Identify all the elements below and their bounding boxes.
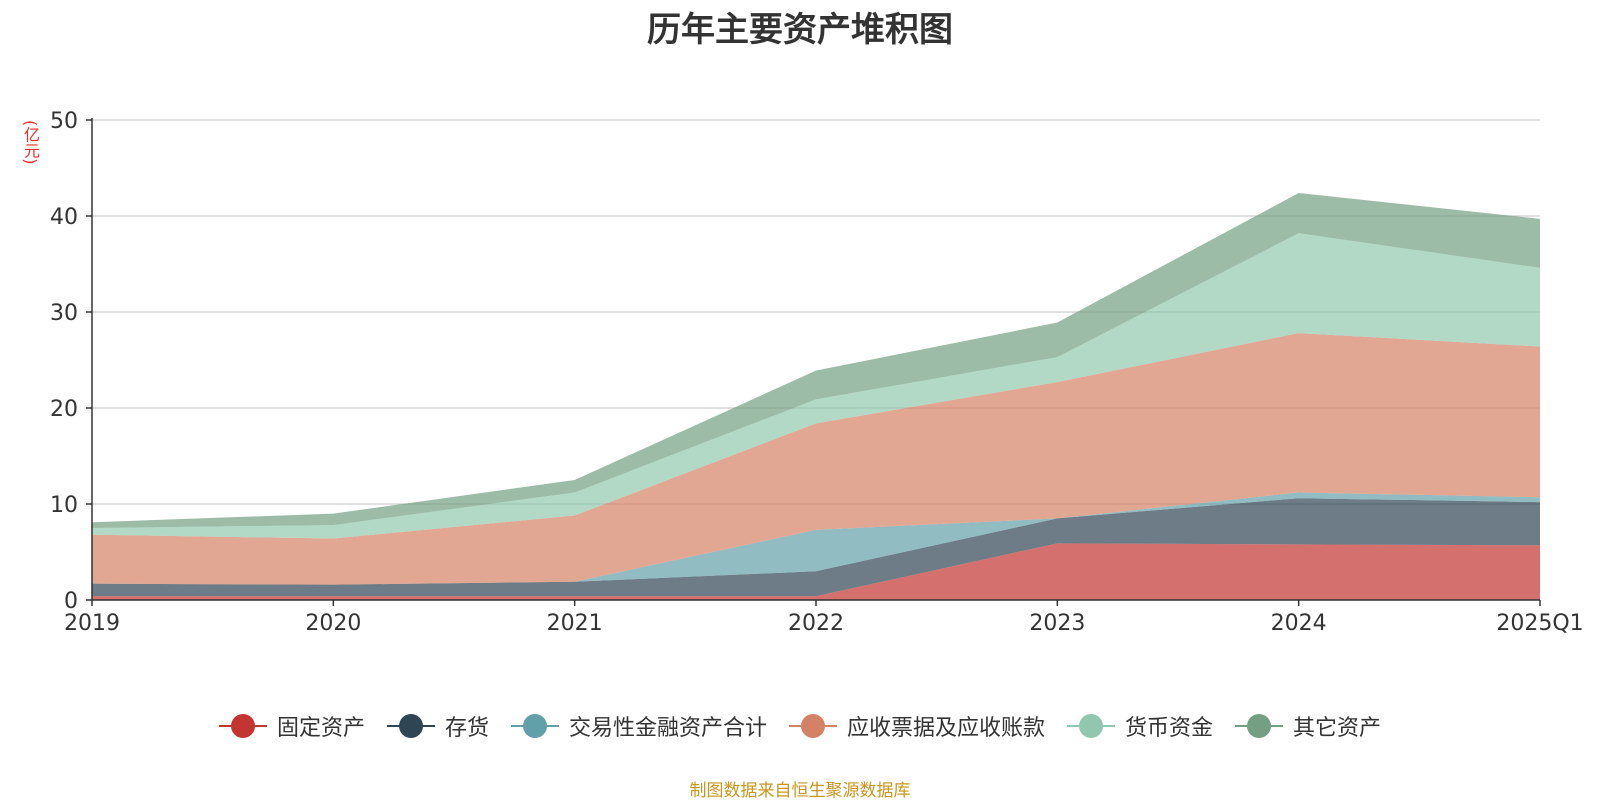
- legend-item-5[interactable]: 其它资产: [1235, 710, 1381, 742]
- y-tick-label: 20: [50, 397, 78, 422]
- x-tick-label: 2021: [547, 611, 603, 636]
- y-tick-label: 0: [64, 589, 78, 614]
- area-series-5: [92, 192, 1540, 528]
- y-axis-unit-label: (亿元): [21, 120, 40, 165]
- x-tick-label: 2023: [1029, 611, 1085, 636]
- area-series-1: [92, 498, 1540, 597]
- x-tick-label: 2025Q1: [1496, 611, 1583, 636]
- legend-swatch: [1067, 714, 1116, 738]
- legend-label: 存货: [444, 716, 489, 741]
- y-tick-label: 30: [50, 301, 78, 326]
- legend-swatch: [1235, 714, 1284, 738]
- legend-item-3[interactable]: 应收票据及应收账款: [789, 710, 1045, 742]
- y-tick-label: 10: [50, 493, 78, 518]
- area-series-4: [92, 233, 1540, 539]
- y-tick-label: 50: [50, 109, 78, 134]
- legend-item-2[interactable]: 交易性金融资产合计: [510, 710, 767, 742]
- legend-item-0[interactable]: 固定资产: [218, 710, 365, 742]
- legend-swatch: [789, 714, 837, 738]
- legend-item-4[interactable]: 货币资金: [1067, 710, 1213, 742]
- x-tick-label: 2019: [64, 611, 120, 636]
- legend-label: 交易性金融资产合计: [568, 716, 767, 741]
- x-tick-label: 2020: [305, 611, 361, 636]
- source-note: 制图数据来自恒生聚源数据库: [689, 781, 911, 801]
- legend: 固定资产 存货 交易性金融资产合计 应收票据及应收账款 货币资金 其它资产: [0, 710, 1600, 742]
- legend-swatch: [218, 714, 267, 738]
- area-series-2: [92, 492, 1540, 585]
- x-tick-label: 2024: [1271, 611, 1327, 636]
- area-series-3: [92, 333, 1540, 585]
- legend-label: 固定资产: [276, 716, 365, 741]
- y-tick-label: 40: [50, 205, 78, 230]
- legend-label: 应收票据及应收账款: [847, 716, 1046, 741]
- legend-swatch: [510, 714, 559, 738]
- legend-swatch: [386, 714, 435, 738]
- area-series-0: [92, 543, 1540, 600]
- legend-label: 其它资产: [1293, 716, 1382, 741]
- legend-item-1[interactable]: 存货: [386, 710, 489, 742]
- chart-title: 历年主要资产堆积图: [647, 10, 953, 50]
- x-tick-label: 2022: [788, 611, 844, 636]
- legend-label: 货币资金: [1125, 716, 1214, 741]
